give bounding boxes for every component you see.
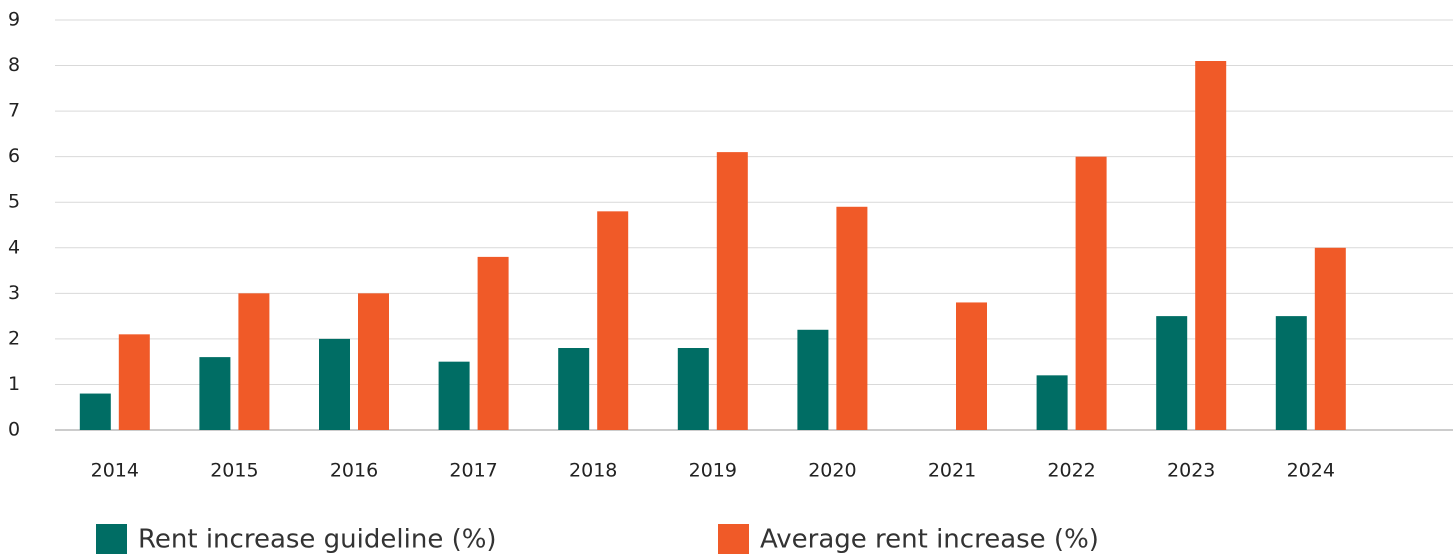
- bar: [597, 211, 629, 430]
- x-tick-label: 2019: [689, 460, 737, 482]
- bar: [1075, 156, 1107, 430]
- bar: [1314, 247, 1346, 430]
- x-tick-label: 2020: [808, 460, 856, 482]
- bar: [956, 302, 987, 430]
- y-tick-label: 9: [8, 9, 20, 31]
- y-tick-label: 1: [8, 373, 20, 395]
- x-tick-label: 2015: [210, 460, 258, 482]
- bar: [118, 334, 150, 430]
- legend-swatch: [718, 524, 749, 554]
- y-tick-label: 3: [8, 282, 20, 304]
- bar: [199, 357, 231, 430]
- bar: [1275, 316, 1307, 430]
- bar: [1195, 61, 1227, 430]
- bar: [797, 329, 829, 430]
- x-tick-label: 2022: [1047, 460, 1095, 482]
- x-tick-label: 2023: [1167, 460, 1215, 482]
- bar: [558, 348, 590, 430]
- y-tick-label: 7: [8, 100, 20, 122]
- bar: [438, 361, 470, 430]
- bar: [716, 152, 748, 430]
- y-tick-label: 2: [8, 327, 20, 349]
- bar: [1156, 316, 1188, 430]
- bar: [79, 393, 111, 430]
- legend-label: Rent increase guideline (%): [138, 525, 497, 554]
- y-tick-label: 0: [8, 419, 20, 441]
- bar: [677, 348, 709, 430]
- bar: [319, 338, 350, 430]
- legend-swatch: [96, 524, 127, 554]
- y-tick-label: 6: [8, 145, 20, 167]
- bar: [836, 206, 868, 430]
- bar: [358, 293, 389, 430]
- x-tick-label: 2017: [449, 460, 497, 482]
- x-tick-label: 2016: [330, 460, 378, 482]
- bar: [1036, 375, 1068, 430]
- y-tick-label: 5: [8, 191, 20, 213]
- x-tick-label: 2024: [1287, 460, 1335, 482]
- y-tick-label: 4: [8, 236, 20, 258]
- x-tick-label: 2018: [569, 460, 617, 482]
- x-tick-label: 2021: [928, 460, 976, 482]
- bar: [238, 293, 270, 430]
- y-tick-label: 8: [8, 54, 20, 76]
- legend-label: Average rent increase (%): [760, 525, 1099, 554]
- bar: [477, 256, 509, 430]
- x-tick-label: 2014: [91, 460, 139, 482]
